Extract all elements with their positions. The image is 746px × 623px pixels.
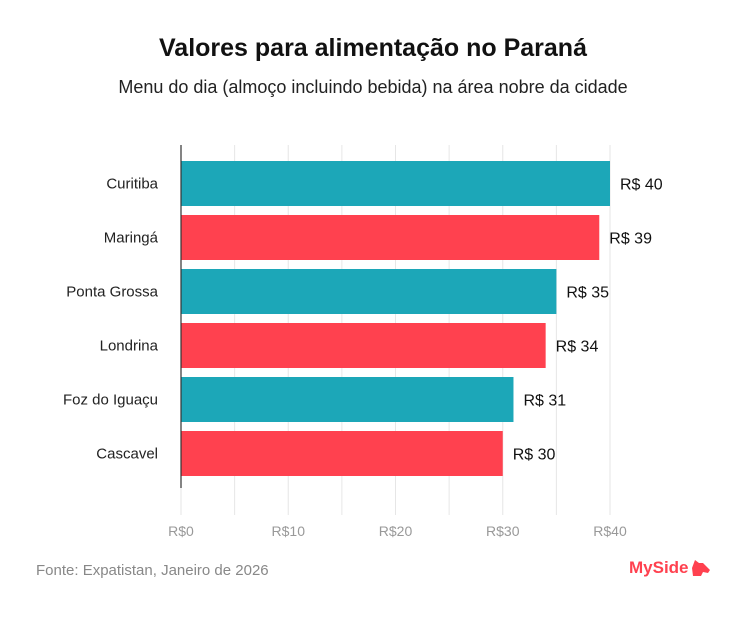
data-label: R$ 31	[523, 393, 566, 410]
category-label: Maringá	[104, 230, 159, 247]
x-tick-label: R$0	[168, 523, 194, 539]
bar-curitiba	[181, 161, 610, 206]
x-tick-label: R$20	[379, 523, 413, 539]
source-note: Fonte: Expatistan, Janeiro de 2026	[36, 562, 269, 579]
bar-foz-do-iguaçu	[181, 377, 514, 422]
bar-maringá	[181, 215, 600, 260]
category-label: Cascavel	[96, 446, 158, 463]
myside-logo: MySide	[629, 558, 711, 578]
data-label: R$ 40	[620, 177, 663, 194]
bar-cascavel	[181, 431, 503, 476]
chart-subtitle: Menu do dia (almoço incluindo bebida) na…	[118, 77, 628, 97]
data-label: R$ 39	[609, 231, 652, 248]
x-tick-label: R$10	[272, 523, 306, 539]
category-label: Londrina	[100, 338, 159, 355]
dog-head-icon	[691, 560, 710, 576]
data-label: R$ 34	[556, 339, 599, 356]
chart-title: Valores para alimentação no Paraná	[159, 34, 587, 62]
data-label: R$ 35	[566, 285, 609, 302]
bar-londrina	[181, 323, 546, 368]
logo-text: MySide	[629, 558, 689, 577]
bar-ponta-grossa	[181, 269, 557, 314]
data-label: R$ 30	[513, 447, 556, 464]
category-label: Curitiba	[106, 176, 158, 193]
x-tick-label: R$40	[593, 523, 627, 539]
category-label: Ponta Grossa	[66, 284, 158, 301]
x-tick-label: R$30	[486, 523, 520, 539]
category-label: Foz do Iguaçu	[63, 392, 158, 409]
